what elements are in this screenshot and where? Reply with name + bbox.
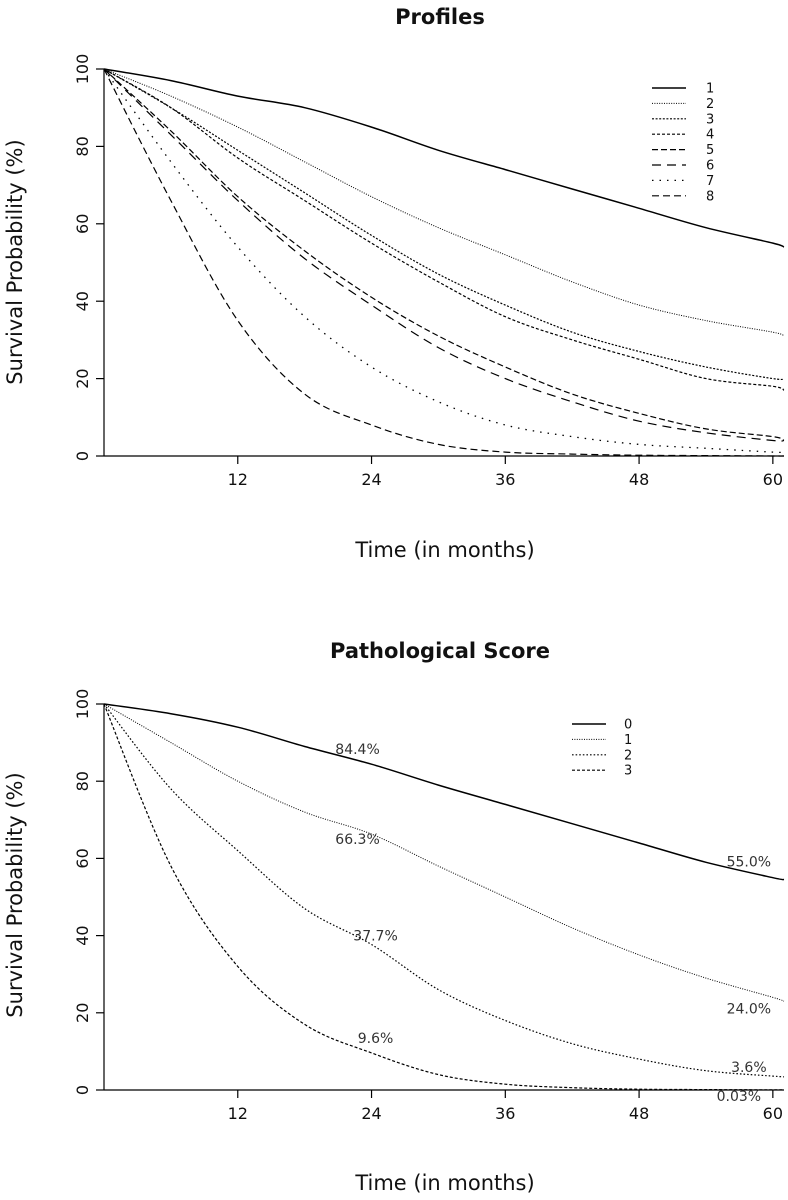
series-layer	[103, 703, 785, 1091]
series-line-8	[103, 68, 785, 457]
legend-label: 3	[706, 112, 714, 127]
legend-label: 1	[624, 733, 632, 748]
data-label: 66.3%	[335, 832, 379, 848]
y-tick-label: 60	[73, 214, 92, 234]
x-tick-label: 12	[228, 470, 248, 489]
legend-label: 4	[706, 128, 714, 143]
series-line-7	[103, 68, 785, 454]
series-line-1	[103, 703, 785, 1002]
data-label: 24.0%	[727, 1001, 771, 1017]
x-tick-label: 60	[763, 470, 783, 489]
chart-title: Pathological Score	[330, 639, 550, 663]
y-axis-label: Survival Probability (%)	[3, 772, 27, 1017]
x-tick-label: 48	[629, 470, 649, 489]
y-axis-label: Survival Probability (%)	[3, 139, 27, 384]
x-tick-label: 36	[495, 1104, 515, 1123]
x-axis-label: Time (in months)	[354, 1171, 534, 1195]
y-tick-label: 20	[73, 368, 92, 388]
x-tick-label: 24	[361, 470, 381, 489]
data-label: 0.03%	[717, 1089, 761, 1105]
legend-label: 8	[706, 189, 714, 204]
series-line-1	[103, 68, 785, 248]
data-label: 3.6%	[731, 1060, 767, 1076]
y-tick-label: 20	[73, 1003, 92, 1023]
data-label: 9.6%	[358, 1031, 394, 1047]
legend-label: 6	[706, 159, 714, 174]
series-line-3	[103, 68, 785, 381]
series-line-6	[103, 68, 785, 442]
data-label: 55.0%	[727, 855, 771, 871]
x-tick-label: 24	[361, 1104, 381, 1123]
data-label: 84.4%	[335, 742, 379, 758]
series-line-2	[103, 703, 785, 1078]
series-line-2	[103, 68, 785, 337]
y-tick-label: 100	[73, 54, 92, 85]
legend-label: 2	[706, 97, 714, 112]
y-tick-label: 60	[73, 848, 92, 868]
x-tick-label: 12	[228, 1104, 248, 1123]
x-axis-label: Time (in months)	[354, 538, 534, 562]
y-tick-label: 0	[73, 451, 92, 461]
legend-label: 7	[706, 174, 714, 189]
legend-label: 0	[624, 718, 632, 733]
series-line-3	[103, 703, 784, 1091]
profiles-panel: Profiles Time (in months) Survival Proba…	[3, 5, 785, 562]
y-tick-label: 80	[73, 771, 92, 791]
x-tick-label: 60	[763, 1104, 783, 1123]
legend-label: 1	[706, 82, 714, 97]
legend-label: 2	[624, 748, 632, 763]
pathological-score-panel: Pathological Score Time (in months) Surv…	[3, 639, 785, 1195]
series-layer	[103, 68, 785, 457]
y-tick-label: 40	[73, 291, 92, 311]
y-tick-label: 80	[73, 136, 92, 156]
y-tick-label: 40	[73, 925, 92, 945]
data-label: 37.7%	[353, 928, 397, 944]
series-line-0	[103, 703, 785, 881]
series-line-4	[103, 68, 785, 391]
x-tick-label: 36	[495, 470, 515, 489]
chart-title: Profiles	[395, 5, 485, 29]
annotations: 84.4% 55.0% 66.3% 24.0% 37.7% 3.6% 9.6% 0.03%	[335, 742, 771, 1105]
legend-label: 3	[624, 764, 632, 779]
series-line-5	[103, 68, 785, 442]
legend-label: 5	[706, 143, 714, 158]
y-tick-label: 0	[73, 1085, 92, 1095]
x-tick-label: 48	[629, 1104, 649, 1123]
y-tick-label: 100	[73, 689, 92, 720]
